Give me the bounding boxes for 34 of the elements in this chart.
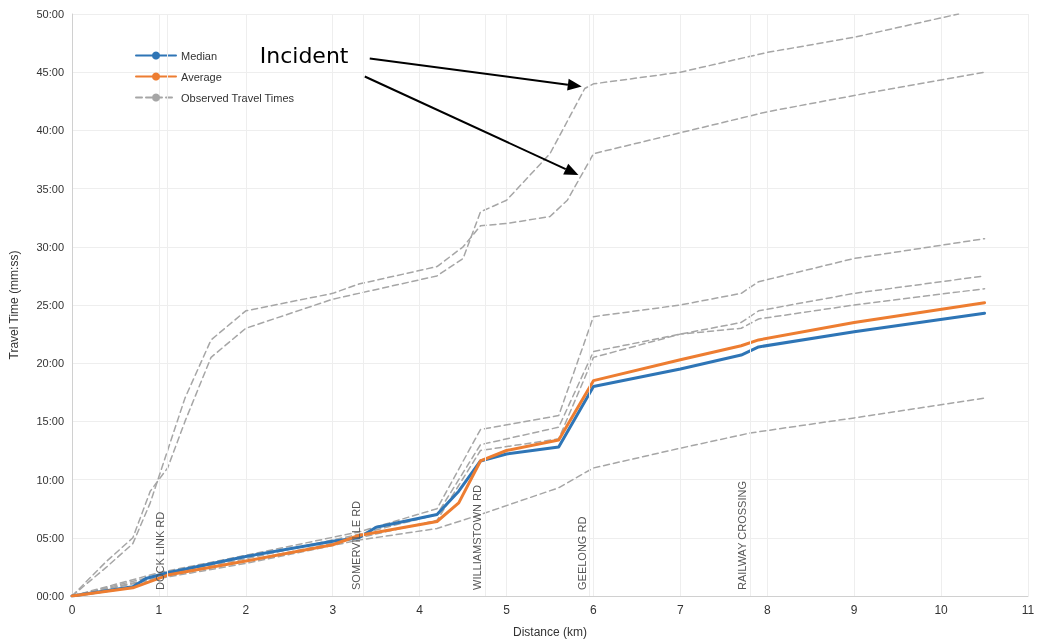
x-tick-label: 10 bbox=[934, 603, 949, 617]
ref-line-label: SOMERVILLE RD bbox=[349, 500, 362, 590]
ref-line-label: DOCK LINK RD bbox=[154, 511, 167, 590]
x-tick-label: 6 bbox=[590, 603, 598, 617]
legend-label: Median bbox=[181, 49, 218, 62]
annotation: Incident bbox=[259, 43, 349, 68]
x-tick-label: 8 bbox=[763, 603, 771, 617]
x-tick-label: 3 bbox=[329, 603, 337, 617]
legend-label: Observed Travel Times bbox=[181, 91, 295, 104]
x-tick-label: 7 bbox=[677, 603, 685, 617]
y-tick-label: 20:00 bbox=[36, 357, 64, 370]
y-tick-label: 50:00 bbox=[36, 8, 64, 20]
x-tick-label: 11 bbox=[1021, 603, 1035, 617]
y-tick-label: 05:00 bbox=[36, 531, 64, 544]
y-tick-label: 40:00 bbox=[36, 124, 64, 137]
ref-line-label: GEELONG RD bbox=[575, 516, 588, 590]
y-tick-label: 45:00 bbox=[36, 66, 64, 79]
legend-label: Average bbox=[181, 70, 222, 83]
y-tick-label: 10:00 bbox=[36, 473, 64, 486]
y-axis-title: Travel Time (mm:ss) bbox=[7, 250, 21, 360]
x-tick-label: 2 bbox=[242, 603, 250, 617]
y-tick-label: 30:00 bbox=[36, 240, 64, 253]
x-tick-label: 5 bbox=[503, 603, 511, 617]
x-tick-label: 4 bbox=[416, 603, 424, 617]
x-axis-title: Distance (km) bbox=[512, 625, 588, 639]
y-tick-label: 25:00 bbox=[36, 299, 64, 311]
x-tick-label: 0 bbox=[68, 603, 76, 617]
y-tick-label: 00:00 bbox=[36, 590, 64, 602]
y-tick-label: 35:00 bbox=[36, 182, 64, 195]
y-tick-label: 15:00 bbox=[36, 415, 64, 428]
x-tick-label: 1 bbox=[155, 603, 163, 617]
ref-line-label: WILLIAMSTOWN RD bbox=[471, 485, 484, 590]
ref-line-label: RAILWAY CROSSING bbox=[736, 480, 749, 590]
x-tick-label: 9 bbox=[850, 603, 858, 617]
